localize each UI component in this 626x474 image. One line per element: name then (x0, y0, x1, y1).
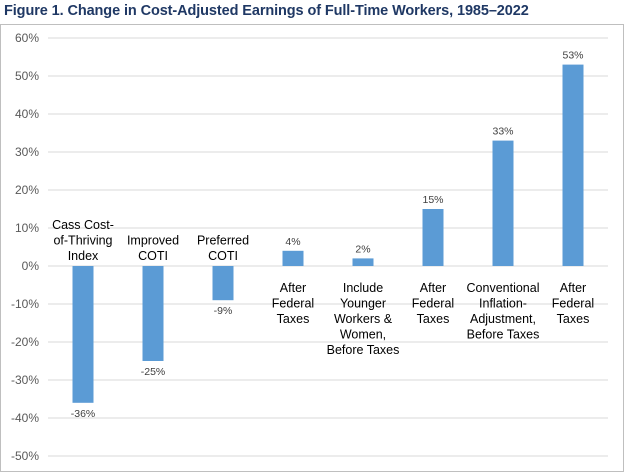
category-label: After Federal Taxes (412, 281, 454, 326)
category-label-line: Taxes (277, 312, 310, 326)
data-label: 53% (562, 50, 583, 62)
bar (352, 258, 374, 266)
y-tick-label: 50% (15, 69, 39, 83)
data-label: -9% (214, 305, 233, 317)
category-label-line: of-Thriving (53, 234, 112, 248)
y-tick-label: 30% (15, 145, 39, 159)
category-label-line: Before Taxes (327, 343, 400, 357)
data-label: -25% (141, 366, 166, 378)
category-label-line: Federal (412, 297, 454, 311)
category-label-line: Preferred (197, 234, 249, 248)
category-label-line: Before Taxes (467, 328, 540, 342)
category-label-line: Conventional (467, 281, 540, 295)
data-labels: -36% -25% -9% 4% 2% 15% 33% 53% (71, 50, 584, 420)
category-label-line: After (420, 281, 446, 295)
category-label-line: After (560, 281, 586, 295)
category-label: Cass Cost-of-Thriving Index (52, 218, 114, 263)
data-label: 2% (355, 243, 370, 255)
category-label-line: Federal (272, 297, 314, 311)
y-tick-label: -20% (11, 335, 39, 349)
gridlines (48, 37, 608, 457)
category-label-line: Federal (552, 297, 594, 311)
category-label-line: Include (343, 281, 383, 295)
category-label-line: Workers & (334, 312, 393, 326)
data-label: 15% (422, 194, 443, 206)
category-label: Conventional Inflation-Adjustment, Before … (467, 281, 540, 342)
category-label-line: Taxes (557, 312, 590, 326)
y-axis-ticks: 60% 50% 40% 30% 20% 10% 0% -10% -20% -30% -40% -50% (11, 31, 39, 463)
bar (142, 266, 164, 361)
category-label-line: Women, (340, 328, 386, 342)
bar (562, 64, 584, 266)
y-tick-label: 0% (22, 259, 40, 273)
category-label-line: Taxes (417, 312, 450, 326)
y-tick-label: 20% (15, 183, 39, 197)
y-tick-label: -10% (11, 297, 39, 311)
category-label-line: After (280, 281, 306, 295)
y-tick-label: -40% (11, 411, 39, 425)
category-label: After Federal Taxes (272, 281, 314, 326)
bar (282, 250, 304, 266)
bar (422, 209, 444, 266)
category-label-line: Inflation- (479, 297, 527, 311)
figure-title: Figure 1. Change in Cost-Adjusted Earnin… (4, 3, 529, 19)
y-tick-label: -30% (11, 373, 39, 387)
category-label: Include Younger Workers & Women, Before Taxe… (327, 281, 400, 357)
bar (212, 266, 234, 301)
y-tick-label: 10% (15, 221, 39, 235)
category-label-line: Adjustment, (470, 312, 536, 326)
data-label: 4% (285, 236, 300, 248)
category-label-line: Cass Cost- (52, 218, 114, 232)
y-tick-label: -50% (11, 449, 39, 463)
category-label: After Federal Taxes (552, 281, 594, 326)
category-label-line: COTI (208, 249, 238, 263)
category-label: Improved COTI (127, 234, 179, 264)
chart-frame (0, 24, 624, 472)
category-label-line: Index (68, 249, 99, 263)
bar (72, 266, 94, 403)
bar (492, 140, 514, 266)
data-label: -36% (71, 408, 96, 420)
data-label: 33% (492, 126, 513, 138)
category-label: Preferred COTI (197, 234, 249, 264)
y-tick-label: 60% (15, 31, 39, 45)
category-label-line: Younger (340, 297, 386, 311)
bars (72, 64, 584, 403)
category-label-line: COTI (138, 249, 168, 263)
y-tick-label: 40% (15, 107, 39, 121)
category-label-line: Improved (127, 234, 179, 248)
